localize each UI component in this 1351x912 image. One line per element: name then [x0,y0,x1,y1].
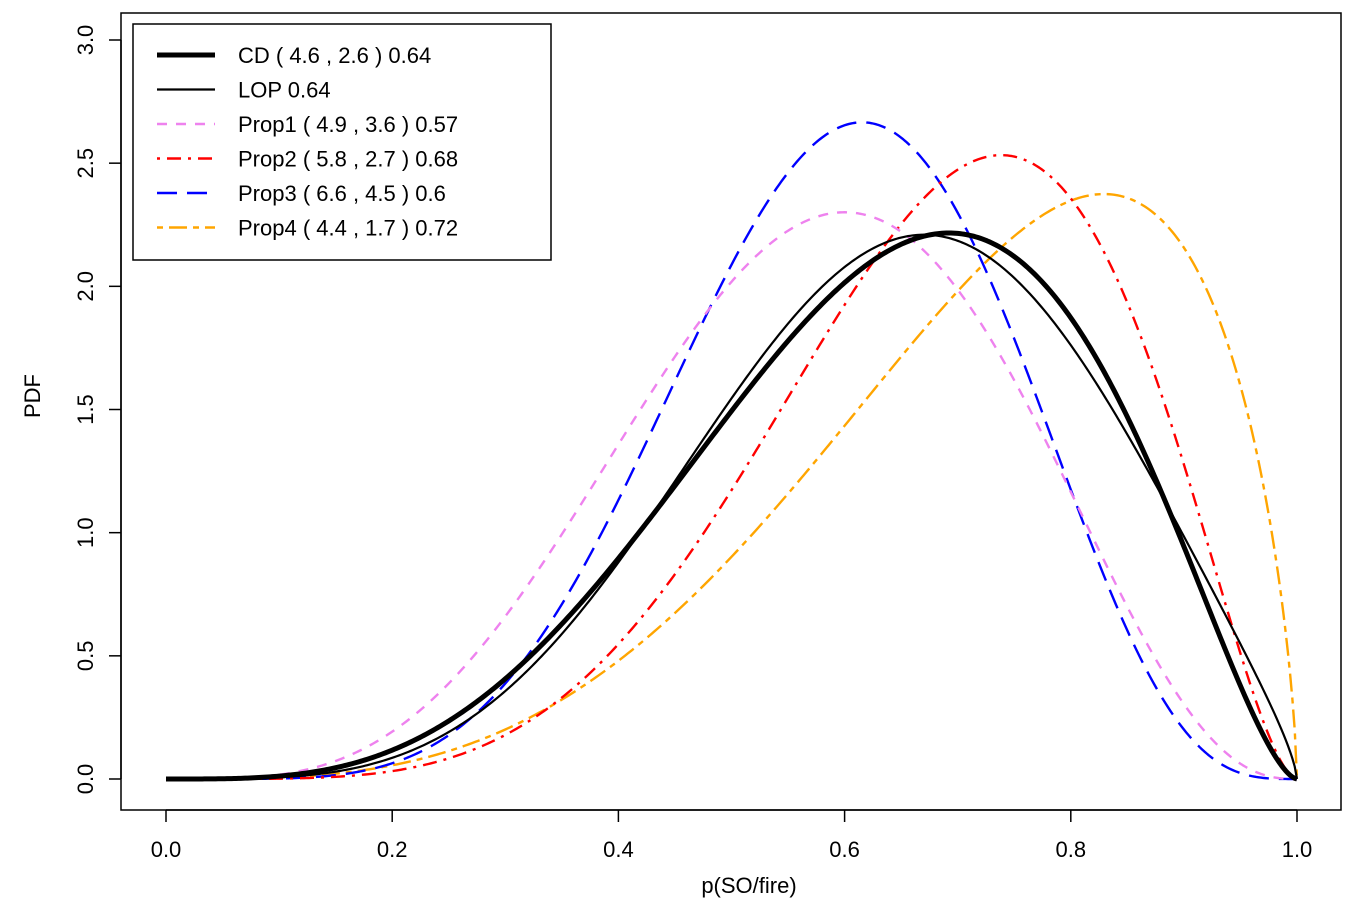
y-axis-label: PDF [20,374,45,418]
series-line [166,211,1297,781]
legend-label: Prop1 ( 4.9 , 3.6 ) 0.57 [238,112,458,137]
legend-label: Prop2 ( 5.8 , 2.7 ) 0.68 [238,147,458,172]
legend-label: Prop3 ( 6.6 , 4.5 ) 0.6 [238,181,446,206]
y-axis: 0.0 0.5 1.0 1.5 2.0 2.5 3.0 [73,25,122,795]
legend-label: CD ( 4.6 , 2.6 ) 0.64 [238,43,431,68]
x-axis: 0.0 0.2 0.4 0.6 0.8 1.0 [151,809,1313,862]
series-line [166,192,1299,781]
plot-lines [165,121,1299,782]
y-tick-label: 3.0 [73,25,98,56]
series-line [166,233,1299,781]
y-tick-label: 0.5 [73,641,98,672]
y-tick-label: 1.5 [73,394,98,425]
x-tick-label: 0.0 [151,837,182,862]
x-axis-label: p(SO/fire) [701,873,796,898]
y-tick-label: 0.0 [73,764,98,795]
x-tick-label: 0.2 [377,837,408,862]
series-line [166,121,1297,781]
x-tick-label: 0.4 [603,837,634,862]
series-line [165,230,1298,782]
x-tick-label: 0.8 [1056,837,1087,862]
legend-box [132,23,552,261]
legend-label: Prop4 ( 4.4 , 1.7 ) 0.72 [238,216,458,241]
series-line [166,153,1298,781]
y-tick-label: 2.5 [73,148,98,179]
legend: CD ( 4.6 , 2.6 ) 0.64 LOP 0.64 Prop1 ( 4.9… [132,23,552,261]
x-tick-label: 1.0 [1282,837,1313,862]
legend-label: LOP 0.64 [238,78,331,103]
y-tick-label: 2.0 [73,271,98,302]
y-tick-label: 1.0 [73,517,98,548]
x-tick-label: 0.6 [829,837,860,862]
